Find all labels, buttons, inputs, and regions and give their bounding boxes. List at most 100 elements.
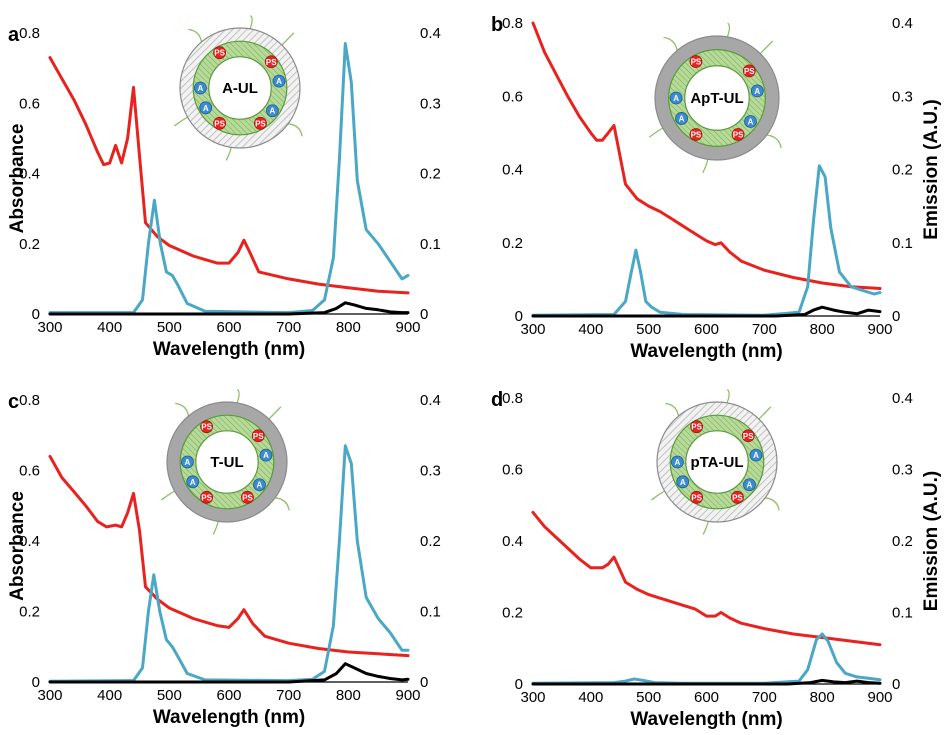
peg-chain [272, 497, 290, 511]
ps-dot [200, 420, 214, 434]
y-right-tick-label: 0 [420, 306, 428, 323]
ps-dot-glyph: PS [691, 131, 702, 140]
y-right-tick-label: 0.1 [420, 236, 441, 253]
a-dot [676, 475, 690, 489]
series-line-emission [531, 164, 882, 317]
y-left-tick-label: 0.4 [19, 533, 40, 550]
peg-chain [188, 28, 203, 45]
a-dot-glyph: A [190, 478, 196, 487]
a-dot [266, 104, 279, 118]
aqueous-core [684, 65, 750, 131]
x-tick-label: 300 [520, 321, 545, 338]
y-right-tick-label: 0 [420, 674, 428, 691]
panel-label: a [8, 24, 20, 46]
y-right-tick-label: 0.3 [892, 462, 913, 479]
x-tick-label: 800 [810, 689, 835, 706]
ps-dot [251, 429, 265, 443]
a-dot-glyph: A [276, 77, 282, 86]
x-tick-label: 600 [216, 687, 241, 704]
y-right-tick-label: 0.4 [420, 25, 441, 42]
y-right-tick-label: 0.1 [892, 605, 913, 622]
a-dot-glyph: A [679, 114, 685, 123]
ps-dot-glyph: PS [214, 49, 225, 58]
x-tick-label: 600 [694, 689, 719, 706]
x-axis-title: Wavelength (nm) [630, 341, 782, 362]
ps-dot [690, 420, 703, 434]
y-left-tick-label: 0.2 [19, 604, 40, 621]
a-dot-glyph: A [675, 458, 681, 467]
y-left-tick-label: 0.8 [502, 15, 523, 32]
y-left-tick-label: 0.4 [502, 533, 523, 550]
ps-dot-glyph: PS [743, 432, 754, 441]
ps-dot-glyph: PS [253, 432, 264, 441]
ps-dot [731, 490, 744, 504]
x-tick-label: 500 [157, 319, 182, 336]
ps-dot-glyph: PS [255, 119, 266, 128]
x-tick-label: 300 [37, 319, 62, 336]
ps-dot [742, 64, 756, 78]
a-dot-glyph: A [754, 87, 760, 96]
a-dot [272, 74, 286, 88]
a-dot [671, 455, 684, 469]
x-tick-label: 300 [37, 687, 62, 704]
y-right-tick-label: 0.1 [892, 235, 913, 252]
y-left-tick-label: 0.4 [19, 166, 40, 183]
y-left-tick-label: 0 [32, 306, 40, 323]
ps-dot [689, 128, 703, 141]
y-left-tick-label: 0.8 [502, 390, 523, 407]
liposome-inset: PS PS PS PS A A A A T-UL [161, 389, 290, 535]
ps-dot-glyph: PS [744, 67, 755, 76]
ps-dot-glyph: PS [691, 423, 702, 432]
a-dot [186, 475, 200, 489]
peg-chain [762, 497, 780, 511]
y-right-axis-title: Emission (A.U.) [921, 99, 942, 239]
y-right-tick-label: 0.2 [892, 162, 913, 179]
a-dot [675, 112, 688, 125]
a-dot-glyph: A [263, 451, 269, 460]
a-dot-glyph: A [748, 117, 754, 126]
ps-dot-glyph: PS [732, 493, 743, 502]
x-tick-label: 800 [336, 687, 361, 704]
y-left-tick-label: 0.2 [19, 236, 40, 253]
chart-panel-a: 300 400 500 600 700 800 90000.20.40.60.800.10.… [7, 15, 441, 360]
panel-label: c [8, 391, 19, 413]
ps-dot [731, 128, 745, 141]
x-tick-label: 900 [867, 321, 892, 338]
y-left-axis-title: Absorbance [7, 491, 28, 601]
ps-dot [264, 55, 278, 69]
y-right-tick-label: 0.1 [420, 604, 441, 621]
y-right-tick-label: 0.4 [420, 392, 441, 409]
ps-dot-glyph: PS [242, 493, 253, 502]
ps-dot-glyph: PS [691, 57, 702, 66]
x-tick-label: 700 [276, 319, 301, 336]
a-dot-glyph: A [753, 451, 759, 460]
aqueous-core [195, 430, 259, 494]
x-tick-label: 400 [578, 321, 603, 338]
ps-dot [240, 490, 254, 504]
peg-chain [764, 134, 782, 149]
x-tick-label: 500 [157, 687, 182, 704]
aqueous-core [208, 56, 272, 120]
series-line-absorbance [531, 21, 882, 290]
liposome-inset: PS PS PS PS A A A A ApT-UL [648, 22, 782, 174]
y-right-tick-label: 0.4 [892, 390, 913, 407]
ps-dot [213, 116, 227, 130]
peg-chain [175, 402, 190, 419]
a-dot-glyph: A [747, 481, 753, 490]
inset-label: A-UL [222, 80, 258, 97]
x-tick-label: 400 [578, 689, 603, 706]
ps-dot [690, 490, 703, 504]
a-dot [259, 448, 273, 462]
x-tick-label: 800 [810, 321, 835, 338]
a-dot-glyph: A [198, 84, 204, 93]
y-left-tick-label: 0.2 [502, 235, 523, 252]
series-line-absorbance [48, 454, 410, 658]
chart-panel-d: 300 400 500 600 700 800 90000.20.40.60.800.10.… [491, 389, 942, 730]
x-tick-label: 600 [216, 319, 241, 336]
y-left-tick-label: 0 [515, 676, 523, 693]
a-dot-glyph: A [257, 481, 263, 490]
ps-dot-glyph: PS [733, 131, 744, 140]
x-tick-label: 700 [752, 689, 777, 706]
y-right-tick-label: 0.3 [420, 95, 441, 112]
